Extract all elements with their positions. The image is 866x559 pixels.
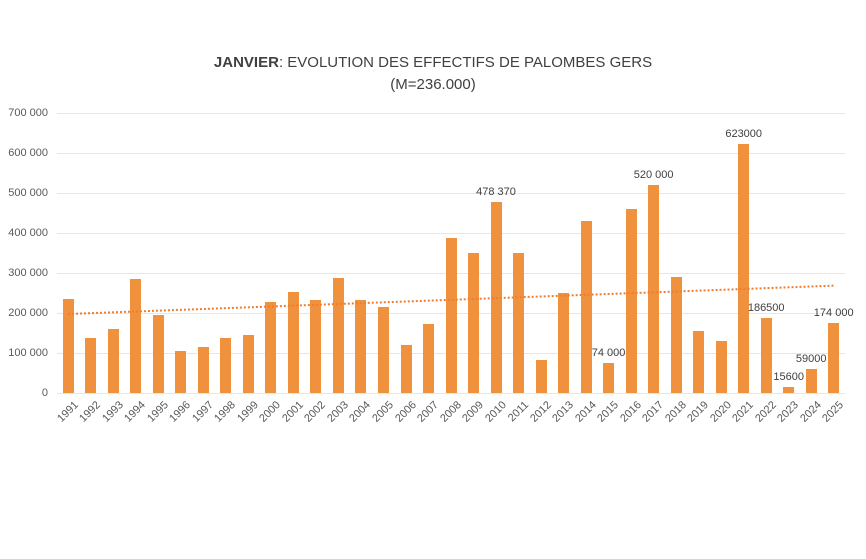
y-axis-tick-label: 600 000 <box>8 147 48 159</box>
x-axis-tick-text: 2022 <box>752 399 779 425</box>
data-label-2010: 478 370 <box>476 185 516 198</box>
data-label-2022: 186500 <box>747 302 785 315</box>
x-axis-tick-text: 2003 <box>325 399 351 425</box>
x-axis-tick-text: 1993 <box>99 399 126 425</box>
data-label-2025: 174 000 <box>813 307 854 320</box>
x-axis-tick-text: 2000 <box>257 399 284 425</box>
bar-2009 <box>468 253 479 393</box>
x-axis-tick-text: 2024 <box>797 399 824 425</box>
bar-2023 <box>783 386 795 393</box>
data-label-2015: 74 000 <box>591 347 626 360</box>
bar-1995 <box>152 314 164 393</box>
x-axis-tick-text: 2014 <box>572 399 599 425</box>
gridline <box>57 233 845 234</box>
x-axis-tick-text: 2015 <box>595 399 622 425</box>
x-axis-tick-text: 1995 <box>144 399 171 425</box>
y-axis-tick-label: 700 000 <box>8 107 48 119</box>
x-axis-tick-text: 2023 <box>775 399 802 425</box>
bar-2016 <box>625 209 637 393</box>
x-axis-tick-text: 2020 <box>707 399 734 425</box>
gridline <box>57 193 845 194</box>
chart-title-bold-part: JANVIER <box>213 54 279 71</box>
data-label-2024: 59000 <box>795 353 827 366</box>
bar-2015 <box>603 363 615 393</box>
x-axis-tick-text: 2007 <box>415 399 441 425</box>
bar-2021 <box>738 143 750 393</box>
bar-1991 <box>62 299 74 393</box>
x-axis-tick-text: 2025 <box>820 399 847 425</box>
y-axis-tick-label: 400 000 <box>8 227 48 239</box>
bar-1996 <box>175 351 187 393</box>
x-axis-tick-text: 2021 <box>730 399 757 425</box>
bar-2007 <box>423 323 434 393</box>
data-label-2021: 623000 <box>725 127 763 140</box>
bar-2012 <box>535 359 547 393</box>
bar-2022 <box>760 318 772 393</box>
bar-2024 <box>805 369 817 393</box>
x-axis-tick-text: 2005 <box>370 399 396 425</box>
bar-2025 <box>828 323 840 393</box>
x-axis-tick-text: 2004 <box>347 399 374 425</box>
x-axis-tick-text: 1996 <box>167 399 194 425</box>
x-axis-tick-text: 2006 <box>392 399 419 425</box>
bar-1994 <box>130 279 142 393</box>
bar-1998 <box>220 338 232 393</box>
x-axis-tick-text: 2010 <box>482 399 509 425</box>
x-axis-tick-text: 2011 <box>505 399 531 425</box>
bar-2004 <box>355 300 367 393</box>
y-axis-tick-label: 100 000 <box>8 347 48 359</box>
y-axis-tick-label: 300 000 <box>8 267 48 279</box>
chart-title: JANVIER: EVOLUTION DES EFFECTIFS DE PALO… <box>0 52 866 73</box>
bar-2001 <box>287 291 299 393</box>
x-axis-tick-text: 2013 <box>550 399 577 425</box>
x-axis-tick-text: 2019 <box>685 399 712 425</box>
bar-2014 <box>580 221 592 393</box>
x-axis-tick-text: 1991 <box>54 399 81 425</box>
bar-2003 <box>332 278 344 393</box>
bar-2000 <box>265 301 277 393</box>
x-axis-tick-text: 2017 <box>640 399 667 425</box>
chart-subtitle: (M=236.000) <box>390 76 476 93</box>
x-axis-tick-text: 2002 <box>302 399 329 425</box>
x-axis-tick-text: 2012 <box>527 399 554 425</box>
gridline <box>57 153 845 154</box>
bar-2006 <box>400 345 412 393</box>
bar-2011 <box>513 253 524 393</box>
bar-2002 <box>310 299 322 393</box>
bar-2018 <box>670 277 682 393</box>
bar-2019 <box>693 331 705 393</box>
gridline <box>57 113 845 114</box>
bar-2017 <box>648 185 660 393</box>
x-axis-tick-text: 2001 <box>280 399 306 425</box>
y-axis-tick-label: 200 000 <box>8 307 48 319</box>
data-label-2017: 520 000 <box>633 169 674 181</box>
x-axis-tick-text: 1992 <box>77 399 104 425</box>
x-axis-tick-text: 1997 <box>189 399 216 425</box>
bar-2010 <box>490 201 502 393</box>
bar-2005 <box>378 307 389 393</box>
x-axis-tick-text: 1999 <box>235 399 261 425</box>
x-axis-tick-text: 2016 <box>617 399 644 425</box>
data-label-2023: 15600 <box>773 370 804 383</box>
x-axis-tick-text: 2018 <box>662 399 689 425</box>
bar-2013 <box>558 292 570 393</box>
bar-1997 <box>197 347 209 393</box>
x-axis-tick-text: 2008 <box>437 399 464 425</box>
bar-1993 <box>107 329 119 393</box>
bar-2008 <box>445 237 457 393</box>
chart-title-rest-part: : EVOLUTION DES EFFECTIFS DE PALOMBES GE… <box>278 54 653 71</box>
bar-2020 <box>715 340 727 393</box>
bar-1992 <box>85 337 97 393</box>
y-axis-tick-label: 500 000 <box>8 187 48 199</box>
gridline <box>57 393 845 394</box>
bar-1999 <box>242 335 254 393</box>
x-axis-tick-text: 1994 <box>122 399 149 425</box>
x-axis-tick-text: 1998 <box>212 399 239 425</box>
x-axis-tick-text: 2009 <box>460 399 486 425</box>
y-axis-tick-label: 0 <box>41 387 48 399</box>
